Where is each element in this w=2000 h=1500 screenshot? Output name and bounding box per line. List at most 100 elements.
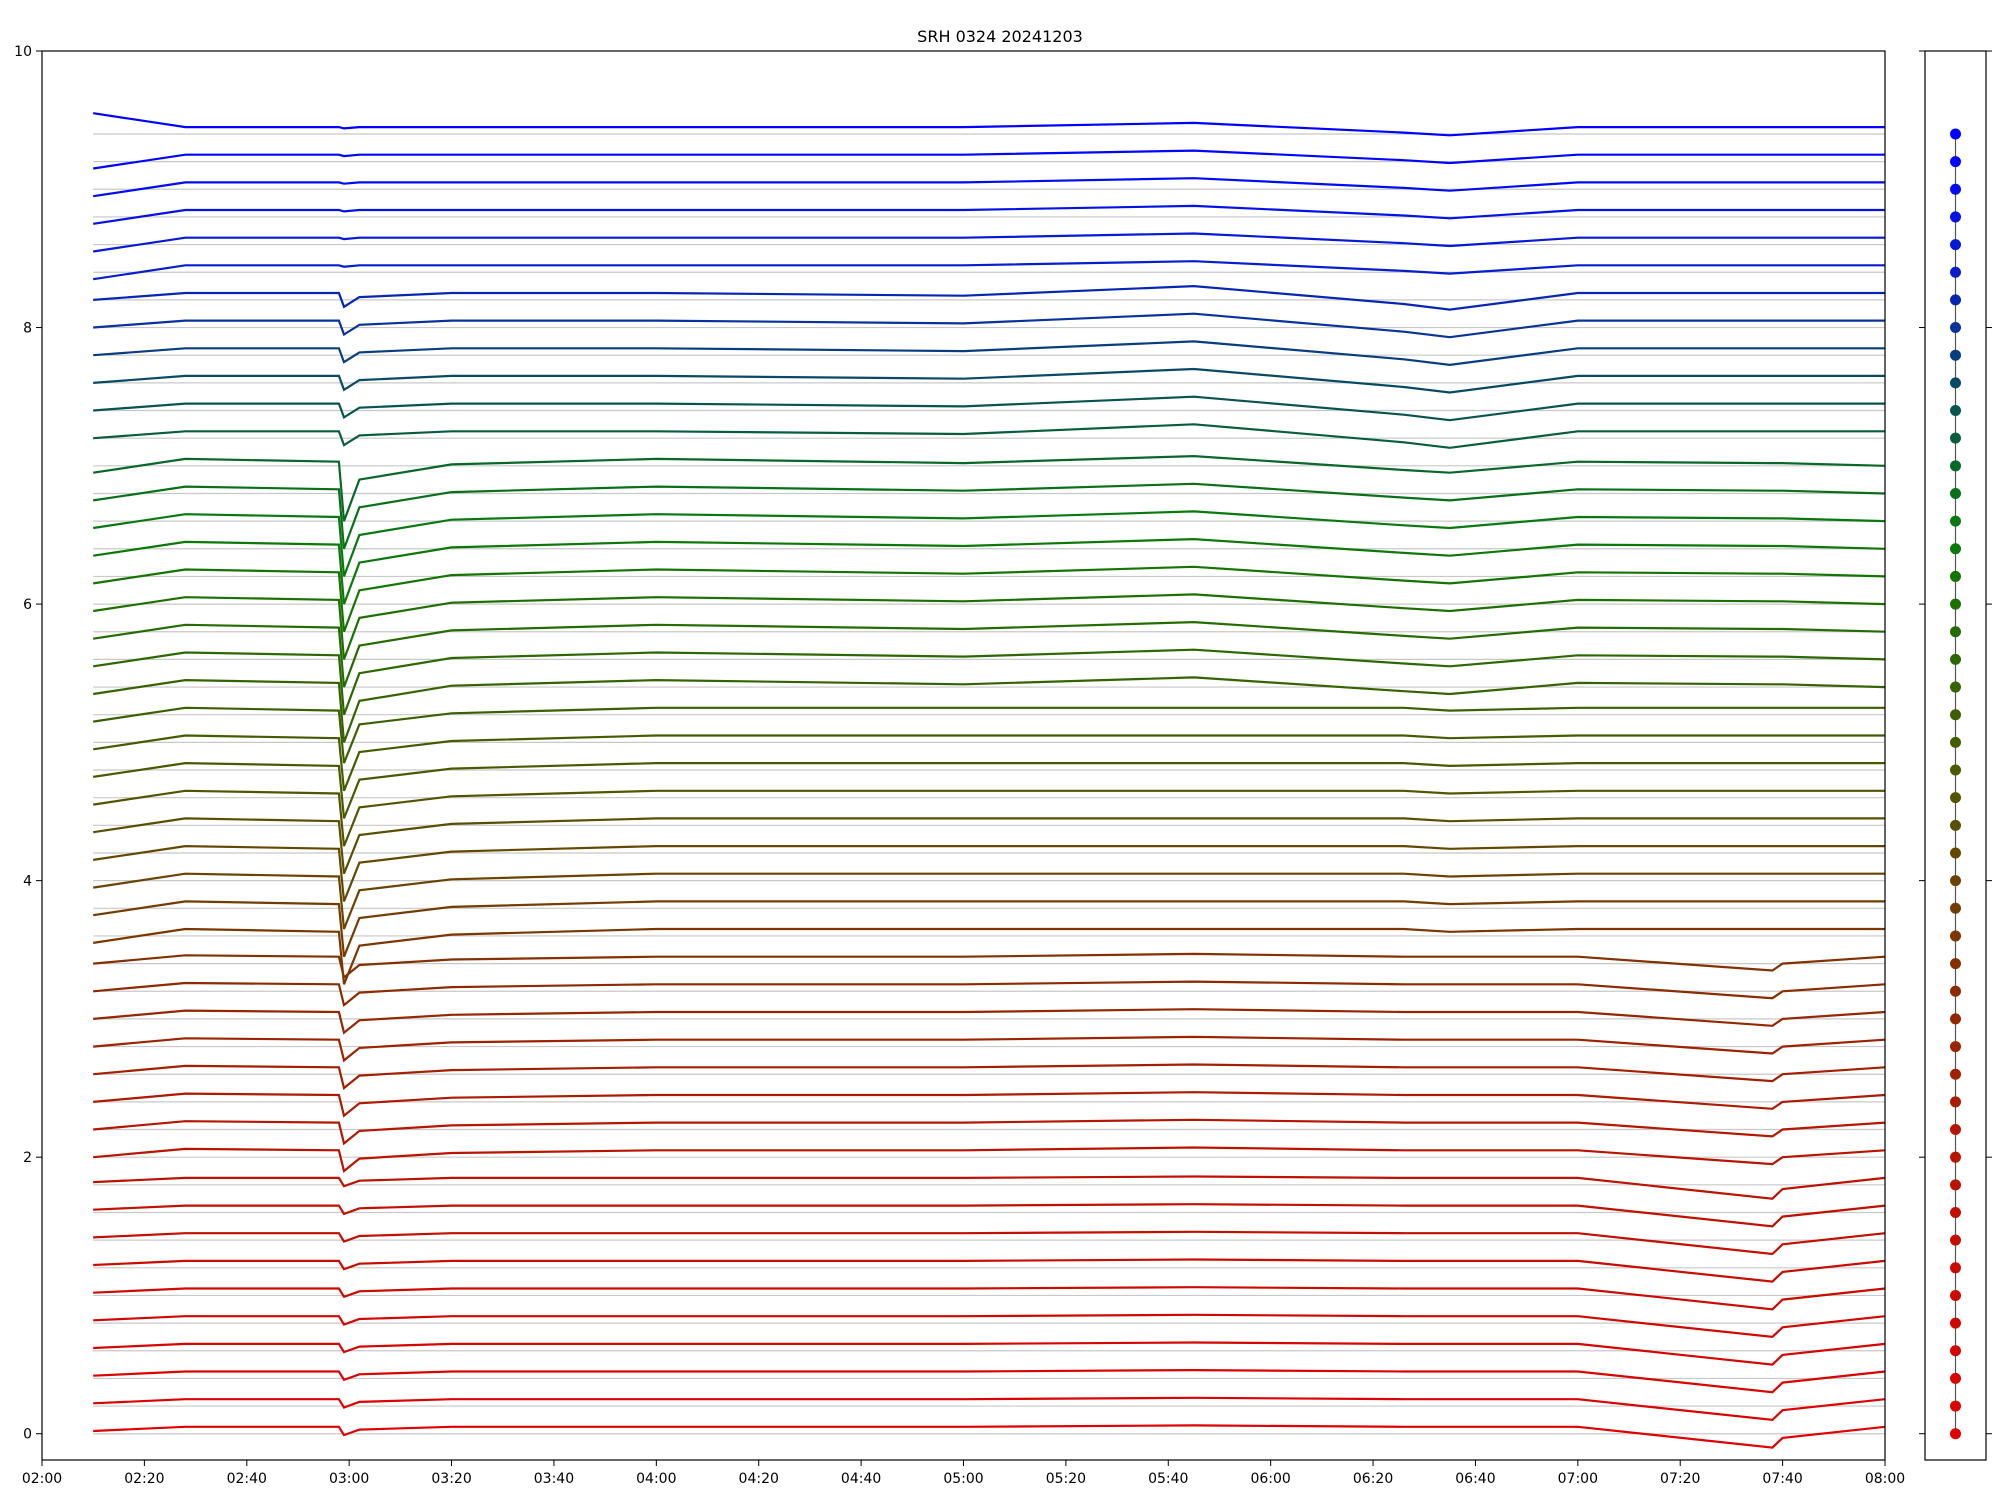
series-line: [93, 482, 1886, 550]
x-tick-label: 05:40: [1148, 1471, 1188, 1487]
chart-title: SRH 0324 20241203: [917, 27, 1083, 46]
x-tick-label: 06:00: [1250, 1471, 1290, 1487]
series-line: [93, 1035, 1886, 1063]
dot: [1950, 156, 1961, 168]
dot: [1950, 294, 1961, 306]
series-line: [93, 423, 1885, 449]
dot: [1950, 792, 1961, 804]
x-tick-label: 08:00: [1865, 1471, 1905, 1487]
dot: [1950, 1041, 1961, 1053]
series-line: [93, 454, 1886, 522]
series-line: [93, 1146, 1886, 1173]
dot: [1950, 1262, 1961, 1274]
dot: [1950, 266, 1961, 278]
x-tick-label: 04:20: [739, 1471, 779, 1487]
series-line: [93, 593, 1886, 660]
dot: [1950, 653, 1961, 665]
dot: [1950, 432, 1961, 444]
series-line: [93, 734, 1885, 792]
series-line: [93, 1286, 1886, 1311]
dot: [1950, 515, 1961, 527]
x-tick-label: 07:00: [1558, 1471, 1598, 1487]
dot: [1950, 819, 1961, 831]
x-tick-label: 04:40: [841, 1471, 881, 1487]
dot: [1950, 570, 1961, 582]
series-line: [93, 395, 1885, 422]
dot: [1950, 1234, 1961, 1246]
dot: [1950, 543, 1961, 555]
x-tick-label: 07:20: [1660, 1471, 1700, 1487]
dot: [1950, 405, 1961, 417]
series-line: [93, 1424, 1886, 1449]
dot: [1950, 1206, 1961, 1218]
series-line: [93, 817, 1885, 875]
dot: [1950, 958, 1961, 970]
series-line: [93, 1258, 1886, 1283]
series-line: [93, 149, 1885, 170]
dot: [1950, 709, 1961, 721]
dot: [1950, 1013, 1961, 1025]
dot: [1950, 377, 1961, 389]
y-tick-label: 8: [23, 321, 32, 337]
dot: [1950, 875, 1961, 887]
dot: [1950, 322, 1961, 334]
x-tick-label: 04:00: [636, 1471, 676, 1487]
series-line: [93, 284, 1885, 311]
x-tick-label: 07:40: [1762, 1471, 1802, 1487]
dot: [1950, 1345, 1961, 1357]
series-line: [93, 844, 1885, 902]
dot: [1950, 847, 1961, 859]
dot: [1950, 1124, 1961, 1136]
series-line: [93, 565, 1886, 633]
x-tick-label: 06:40: [1455, 1471, 1495, 1487]
dot: [1950, 211, 1961, 223]
dot: [1950, 460, 1961, 472]
dot: [1950, 736, 1961, 748]
x-tick-label: 06:20: [1353, 1471, 1393, 1487]
plot-frame: [41, 50, 1886, 1461]
dot: [1950, 1179, 1961, 1191]
series-line: [93, 1203, 1886, 1228]
series-line: [93, 312, 1885, 339]
x-tick-label: 03:40: [534, 1471, 574, 1487]
y-tick-label: 4: [23, 874, 32, 890]
series-line: [93, 1313, 1886, 1339]
dot: [1950, 128, 1961, 140]
series-line: [93, 1118, 1886, 1146]
series-line: [93, 706, 1885, 764]
series-line: [93, 927, 1885, 985]
series-line: [93, 112, 1885, 137]
dot: [1950, 183, 1961, 195]
series-line: [93, 952, 1886, 980]
series-line: [93, 1341, 1886, 1366]
side-frame: [1924, 50, 1987, 1461]
series-line: [93, 260, 1885, 281]
series-line: [93, 510, 1886, 577]
x-tick-label: 05:00: [943, 1471, 983, 1487]
x-tick-label: 02:00: [22, 1471, 62, 1487]
series-line: [93, 1230, 1886, 1256]
dot: [1950, 764, 1961, 776]
dot: [1950, 1096, 1961, 1108]
dot: [1950, 626, 1961, 638]
series-line: [93, 1008, 1886, 1035]
y-tick-label: 0: [23, 1427, 32, 1443]
dot: [1950, 487, 1961, 499]
series-line: [93, 980, 1886, 1008]
dot: [1950, 598, 1961, 610]
series-line: [93, 204, 1885, 225]
dot: [1950, 930, 1961, 942]
dot: [1950, 1151, 1961, 1163]
series-line: [93, 761, 1885, 819]
series-line: [93, 367, 1885, 394]
dot: [1950, 1400, 1961, 1412]
dot: [1950, 985, 1961, 997]
series-line: [93, 537, 1886, 605]
dot: [1950, 349, 1961, 361]
series-line: [93, 676, 1886, 743]
series-line: [93, 1091, 1886, 1118]
x-tick-label: 02:20: [124, 1471, 164, 1487]
series-line: [93, 1396, 1886, 1422]
series-line: [93, 900, 1885, 958]
